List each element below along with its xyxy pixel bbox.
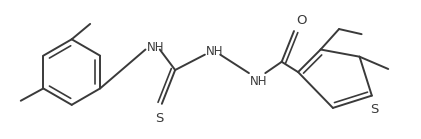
Text: S: S xyxy=(156,112,164,125)
Text: NH: NH xyxy=(250,75,267,88)
Text: O: O xyxy=(296,14,306,27)
Text: NH: NH xyxy=(147,41,164,54)
Text: S: S xyxy=(370,103,378,116)
Text: NH: NH xyxy=(206,45,224,58)
